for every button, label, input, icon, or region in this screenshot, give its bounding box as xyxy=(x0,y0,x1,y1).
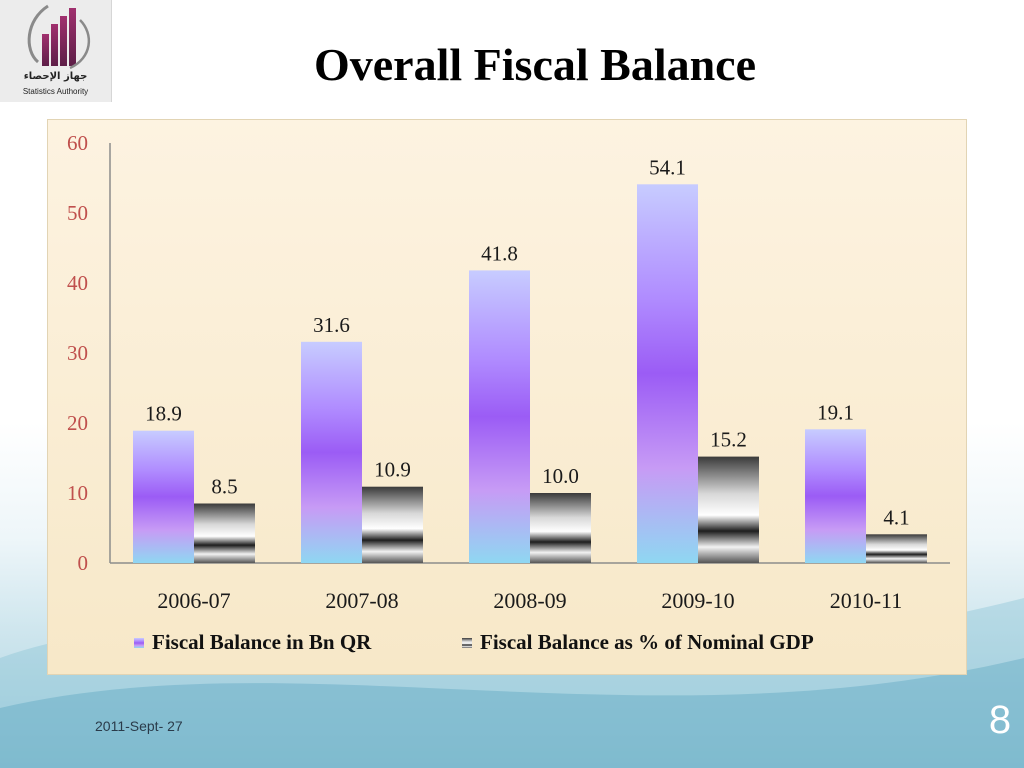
bar-bn-qr xyxy=(301,341,362,563)
x-tick-label: 2008-09 xyxy=(493,588,566,613)
bar-pct-gdp xyxy=(866,534,927,563)
logo-emblem-icon xyxy=(27,4,91,70)
y-tick-label: 10 xyxy=(67,481,88,505)
data-label: 31.6 xyxy=(313,313,350,337)
bar-chart: 0 10 20 30 40 50 60 18.9 8.5 2006-07 31.6 10.9 2007… xyxy=(67,131,950,654)
chart-bars xyxy=(133,184,927,564)
chart-legend: Fiscal Balance in Bn QR Fiscal Balance as… xyxy=(134,630,814,654)
data-label: 18.9 xyxy=(145,402,182,426)
logo-english-text: Statistics Authority xyxy=(22,87,89,96)
data-label: 54.1 xyxy=(649,155,686,179)
data-label: 19.1 xyxy=(817,400,854,424)
logo-arabic-text: جهاز الإحصاء xyxy=(23,71,88,82)
slide-title: Overall Fiscal Balance xyxy=(313,39,757,90)
bar-pct-gdp xyxy=(698,456,759,563)
data-label: 10.9 xyxy=(374,458,411,482)
statistics-authority-logo: جهاز الإحصاء Statistics Authority xyxy=(0,0,112,102)
x-tick-label: 2006-07 xyxy=(157,588,230,613)
bar-pct-gdp xyxy=(194,503,255,563)
data-label: 8.5 xyxy=(211,475,237,499)
legend-label-pct-gdp: Fiscal Balance as % of Nominal GDP xyxy=(480,630,814,654)
y-tick-label: 50 xyxy=(67,201,88,225)
y-tick-label: 30 xyxy=(67,341,88,365)
bar-bn-qr xyxy=(469,270,530,563)
data-label: 41.8 xyxy=(481,241,518,265)
bar-pct-gdp xyxy=(362,486,423,563)
data-label: 4.1 xyxy=(883,505,909,529)
y-tick-label: 20 xyxy=(67,411,88,435)
bar-bn-qr xyxy=(637,184,698,564)
x-tick-label: 2007-08 xyxy=(325,588,398,613)
legend-swatch-bn-qr xyxy=(134,638,144,648)
chart-panel: 0 10 20 30 40 50 60 18.9 8.5 2006-07 31.6 10.9 2007… xyxy=(47,119,967,675)
data-label: 10.0 xyxy=(542,464,579,488)
bar-bn-qr xyxy=(133,430,194,563)
y-tick-label: 60 xyxy=(67,131,88,155)
footer-date: 2011-Sept- 27 xyxy=(95,718,183,734)
y-tick-label: 0 xyxy=(78,551,89,575)
page-number: 8 xyxy=(988,698,1012,742)
bar-bn-qr xyxy=(805,429,866,563)
legend-label-bn-qr: Fiscal Balance in Bn QR xyxy=(152,630,372,654)
data-label: 15.2 xyxy=(710,428,747,452)
y-tick-label: 40 xyxy=(67,271,88,295)
bar-pct-gdp xyxy=(530,493,591,563)
x-tick-label: 2009-10 xyxy=(661,588,734,613)
chart-labels: 18.9 8.5 2006-07 31.6 10.9 2007-08 41.8 10.0 200… xyxy=(145,155,910,613)
legend-swatch-pct-gdp xyxy=(462,638,472,648)
x-tick-label: 2010-11 xyxy=(830,588,903,613)
